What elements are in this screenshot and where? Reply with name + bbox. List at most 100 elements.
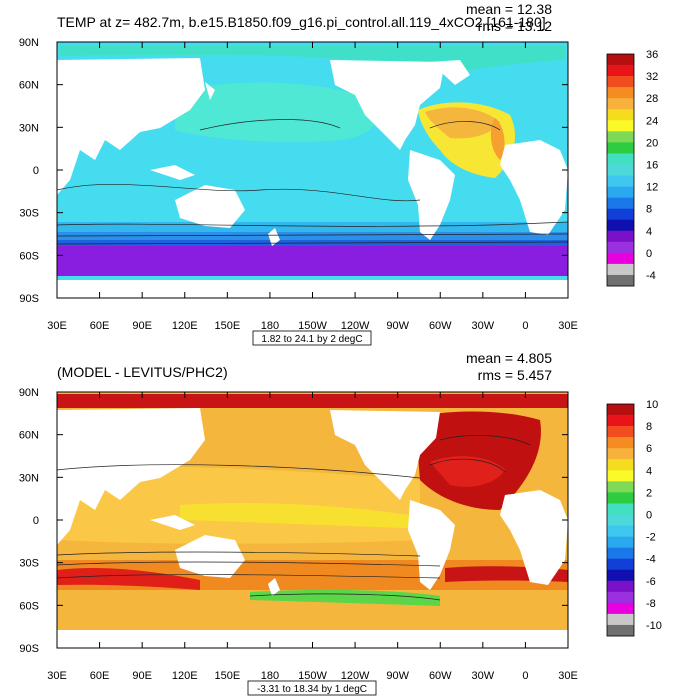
panel-1-ytick-label: 30N	[19, 122, 39, 134]
panel-1-southern-band-2	[57, 232, 568, 242]
panel-2: (MODEL - LEVITUS/PHC2) mean = 4.805 rms …	[19, 350, 662, 696]
panel-2-land-indonesia	[150, 515, 195, 530]
panel-2-land-australia	[175, 535, 245, 578]
panel-2-colorbar-label: -4	[646, 554, 656, 566]
panel-2-colorbar-swatch	[607, 591, 634, 604]
panel-2-colorbar-swatch	[607, 415, 634, 427]
panel-2-colorbar-swatch	[607, 481, 634, 493]
panel-2-colorbar-swatch	[607, 514, 634, 526]
panel-2-equator-field	[180, 503, 410, 528]
panel-2-contour-2	[57, 551, 421, 557]
panel-2-colorbar-swatch	[607, 503, 634, 515]
panel-1-xtick-label: 90W	[386, 320, 409, 332]
panel-1-axes: 30E 60E 90E 120E 150E 180 150W 120W 90W 60W 30W 0 30…	[19, 37, 578, 332]
panel-1-colorbar-swatch	[607, 131, 634, 143]
panel-1-colorbar-swatch	[607, 263, 634, 276]
panel-1-ytick-label: 90N	[19, 37, 39, 49]
panel-2-colorbar-swatch	[607, 525, 634, 537]
panel-1-colorbar-label: 4	[646, 226, 652, 238]
panel-1-colorbar: 36 32 28 24 20 16 12 8 4 0 -4	[606, 49, 658, 287]
panel-1-contour-info-box	[252, 330, 372, 346]
panel-1-land-indonesia	[150, 165, 195, 180]
panel-1-colorbar-label: 8	[646, 204, 652, 216]
panel-2-xtick-label: 30E	[47, 670, 67, 682]
panel-2-colorbar-swatch	[607, 580, 634, 593]
panel-1-southern-band-3	[57, 240, 568, 248]
panel-2-contour-info: -3.31 to 18.34 by 1 degC	[257, 684, 367, 695]
panel-2-contours	[57, 435, 531, 601]
panel-1-xtick-label: 60E	[90, 320, 110, 332]
panel-1-land-north-america	[330, 60, 445, 150]
panel-1-colorbar-swatch	[607, 274, 634, 287]
panel-2-contour-7	[249, 593, 441, 601]
panel-2-ytick-label: 30S	[19, 558, 39, 570]
panel-2-colorbar-label: -6	[646, 576, 656, 588]
panel-1-title: TEMP at z= 482.7m, b.e15.B1850.f09_g16.p…	[57, 14, 546, 30]
panel-1: TEMP at z= 482.7m, b.e15.B1850.f09_g16.p…	[19, 1, 658, 346]
panel-2-colorbar-swatch	[607, 613, 634, 626]
panel-1-xtick-label: 60W	[429, 320, 452, 332]
panel-2-land-new-zealand	[268, 578, 280, 596]
panel-2-colorbar: 10 8 6 4 2 0 -2 -4 -6 -8 -10	[606, 399, 662, 637]
panel-1-colorbar-label: 0	[646, 248, 652, 260]
panel-1-contour-5	[199, 119, 341, 131]
panel-1-map	[57, 42, 568, 298]
panel-1-land-greenland	[430, 60, 470, 85]
panel-1-colorbar-swatch	[607, 252, 634, 265]
panel-1-colorbar-label: 36	[646, 49, 658, 61]
panel-2-colorbar-swatch	[607, 492, 634, 504]
panel-1-colorbar-label: 28	[646, 93, 658, 105]
panel-2-xtick-label: 180	[261, 670, 279, 682]
panel-2-rms: rms = 5.457	[478, 367, 553, 383]
panel-1-colorbar-swatch	[607, 87, 634, 99]
panel-1-land-australia	[175, 185, 245, 228]
panel-2-colorbar-swatch	[607, 569, 634, 582]
panel-1-xtick-label: 120W	[341, 320, 370, 332]
panel-2-title: (MODEL - LEVITUS/PHC2)	[57, 364, 228, 380]
panel-1-colorbar-swatch	[607, 109, 634, 121]
panel-2-contour-1	[57, 464, 421, 479]
panel-2-contour-4	[57, 574, 441, 579]
panel-1-colorbar-swatch	[607, 65, 634, 77]
panel-2-colorbar-swatch	[607, 624, 634, 637]
panel-2-colorbar-label: 6	[646, 443, 652, 455]
panel-2-xtick-label: 120E	[172, 670, 198, 682]
panel-2-contour-3	[57, 561, 441, 567]
panel-2-axes: 30E 60E 90E 120E 150E 180 150W 120W 90W 60W 30W 0 30…	[19, 387, 578, 682]
panel-1-contour-info: 1.82 to 24.1 by 2 degC	[261, 334, 362, 345]
panel-2-colorbar-swatch	[607, 459, 634, 471]
panel-2-land-south-america	[408, 500, 455, 590]
panel-1-colorbar-swatch	[607, 76, 634, 88]
panel-2-colorbar-label: 10	[646, 399, 658, 411]
panel-2-southern-red	[57, 568, 200, 590]
panel-2-xtick-label: 150W	[298, 670, 327, 682]
panel-2-colorbar-swatch	[607, 558, 634, 571]
panel-2-contour-5	[429, 458, 506, 473]
panel-1-colorbar-label: 24	[646, 115, 658, 127]
panel-2-xtick-label: 0	[522, 670, 528, 682]
panel-2-contour-6	[439, 435, 531, 446]
panel-1-rms: rms = 13.12	[478, 18, 553, 34]
panel-2-colorbar-swatch	[607, 426, 634, 438]
panel-1-colorbar-swatch	[607, 197, 634, 209]
panel-2-contour-info-box	[247, 680, 377, 696]
panel-2-ytick-label: 0	[33, 515, 39, 527]
panel-2-ytick-label: 60S	[19, 600, 39, 612]
panel-2-xtick-label: 120W	[341, 670, 370, 682]
panel-1-land-new-zealand	[268, 228, 280, 246]
panel-1-xtick-label: 30W	[472, 320, 495, 332]
panel-2-colorbar-swatch	[607, 536, 634, 548]
panel-2-colorbar-label: 0	[646, 509, 652, 521]
panel-1-antarctic-band	[57, 246, 568, 276]
panel-2-ytick-label: 90S	[19, 643, 39, 655]
panel-1-colorbar-label: 32	[646, 71, 658, 83]
panel-2-xtick-label: 150E	[214, 670, 240, 682]
panel-2-xtick-label: 30W	[472, 670, 495, 682]
panel-1-ytick-label: 60S	[19, 250, 39, 262]
panel-2-ytick-label: 90N	[19, 387, 39, 399]
panel-1-colorbar-swatch	[607, 142, 634, 154]
panel-2-colorbar-swatch	[607, 470, 634, 482]
panel-1-colorbar-swatch	[607, 230, 634, 243]
panel-1-colorbar-swatch	[607, 208, 634, 221]
panel-1-land-south-america	[408, 150, 455, 240]
